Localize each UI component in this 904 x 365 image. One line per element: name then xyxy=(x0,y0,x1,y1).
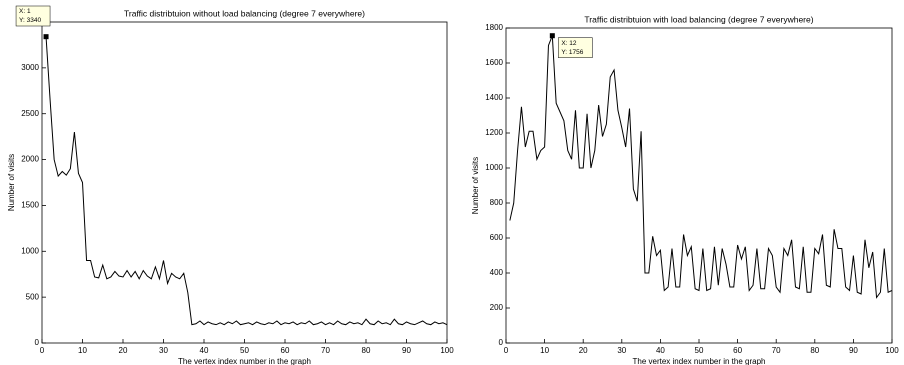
datatip-text: Y: 3340 xyxy=(19,17,41,24)
datatip-box xyxy=(558,37,593,58)
x-tick-label: 100 xyxy=(440,346,454,355)
x-axis-label: The vertex index number in the graph xyxy=(178,357,311,365)
x-tick-label: 40 xyxy=(656,346,665,355)
y-tick-label: 1600 xyxy=(485,58,503,67)
x-axis-label: The vertex index number in the graph xyxy=(633,357,766,365)
x-tick-label: 50 xyxy=(240,346,249,355)
data-line xyxy=(45,36,448,326)
chart-title: Traffic distribtuion without load balanc… xyxy=(124,8,365,18)
y-tick-label: 2000 xyxy=(21,155,39,164)
y-tick-label: 1000 xyxy=(485,163,503,172)
y-tick-label: 400 xyxy=(490,268,504,277)
y-tick-label: 3000 xyxy=(21,63,39,72)
y-tick-label: 1000 xyxy=(21,246,39,255)
x-tick-label: 30 xyxy=(159,346,168,355)
x-tick-label: 0 xyxy=(504,346,509,355)
y-tick-label: 600 xyxy=(490,233,504,242)
plot-area xyxy=(41,21,448,344)
datatip-text: X: 12 xyxy=(561,40,577,47)
data-line xyxy=(509,35,893,299)
x-tick-label: 50 xyxy=(695,346,704,355)
x-tick-label: 70 xyxy=(772,346,781,355)
datatip-marker xyxy=(549,33,555,39)
y-tick-label: 200 xyxy=(490,303,504,312)
y-tick-label: 1400 xyxy=(485,93,503,102)
x-tick-label: 0 xyxy=(40,346,45,355)
x-tick-label: 90 xyxy=(402,346,411,355)
y-tick-label: 0 xyxy=(499,338,504,347)
chart-title: Traffic distribtuion with load balancing… xyxy=(584,14,813,24)
x-tick-label: 30 xyxy=(617,346,626,355)
datatip-box xyxy=(15,5,51,27)
x-tick-label: 10 xyxy=(78,346,87,355)
y-axis-label: Number of visits xyxy=(7,154,16,211)
x-tick-label: 40 xyxy=(200,346,209,355)
datatip-text: Y: 1756 xyxy=(561,49,583,56)
y-tick-label: 2500 xyxy=(21,109,39,118)
x-tick-label: 60 xyxy=(733,346,742,355)
datatip-text: X: 1 xyxy=(19,8,31,15)
x-tick-label: 100 xyxy=(885,346,899,355)
x-tick-label: 80 xyxy=(810,346,819,355)
x-tick-label: 20 xyxy=(579,346,588,355)
x-tick-label: 70 xyxy=(321,346,330,355)
y-tick-label: 0 xyxy=(35,338,40,347)
x-tick-label: 90 xyxy=(849,346,858,355)
x-tick-label: 80 xyxy=(362,346,371,355)
y-tick-label: 1500 xyxy=(21,201,39,210)
y-tick-label: 500 xyxy=(26,292,40,301)
datatip-marker xyxy=(43,34,49,40)
y-tick-label: 800 xyxy=(490,198,504,207)
y-tick-label: 1800 xyxy=(485,23,503,32)
y-tick-label: 1200 xyxy=(485,128,503,137)
x-tick-label: 20 xyxy=(119,346,128,355)
x-tick-label: 60 xyxy=(281,346,290,355)
y-axis-label: Number of visits xyxy=(471,157,480,214)
plot-area xyxy=(505,27,893,344)
x-tick-label: 10 xyxy=(540,346,549,355)
